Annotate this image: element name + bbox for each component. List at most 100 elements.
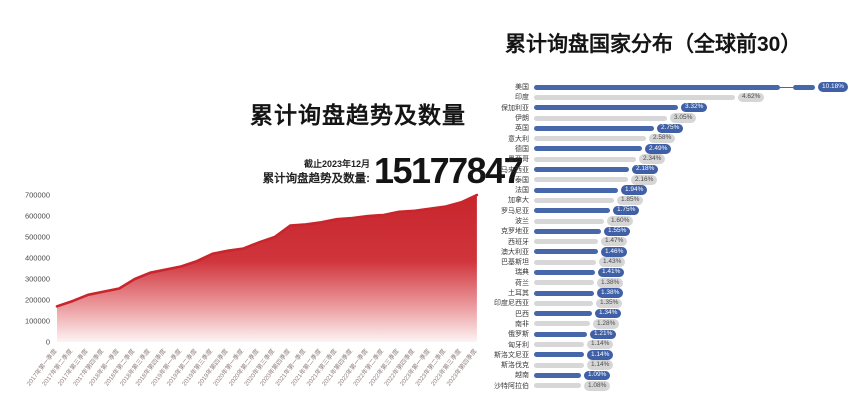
- country-label: 伊朗: [515, 115, 529, 123]
- y-tick-label: 300000: [25, 275, 50, 284]
- percent-badge: 1.21%: [590, 329, 617, 340]
- bar: [534, 300, 593, 306]
- bar: [534, 125, 654, 131]
- bar-segment: [793, 84, 815, 90]
- y-tick-label: 200000: [25, 296, 50, 305]
- country-label: 泰国: [515, 176, 529, 184]
- bar: [534, 352, 584, 358]
- bar-row: 瑞典 1.41%: [477, 267, 852, 278]
- percent-badge: 1.55%: [604, 226, 631, 237]
- country-label: 美国: [515, 84, 529, 92]
- percent-badge: 2.58%: [649, 133, 676, 144]
- country-label: 澳大利亚: [501, 248, 529, 256]
- percent-badge: 1.38%: [597, 288, 624, 298]
- percent-badge: 1.85%: [617, 195, 644, 206]
- percent-badge: 2.49%: [645, 144, 672, 154]
- country-label: 南非: [515, 320, 529, 328]
- bar-row: 克罗地亚 1.55%: [477, 226, 852, 237]
- bar-row: 印度尼西亚 1.35%: [477, 298, 852, 309]
- bar-row: 斯洛文尼亚 1.14%: [477, 350, 852, 360]
- country-label: 俄罗斯: [508, 331, 529, 339]
- bar: [534, 269, 595, 275]
- bar: [534, 187, 618, 193]
- percent-badge: 2.16%: [631, 175, 658, 185]
- bar: [534, 383, 581, 389]
- country-label: 荷兰: [515, 279, 529, 287]
- country-label: 巴西: [515, 310, 529, 318]
- bar: [534, 331, 587, 337]
- percent-badge: 1.47%: [601, 236, 628, 247]
- bar-row: 墨西哥 2.34%: [477, 154, 852, 164]
- bar-row: 波兰 1.60%: [477, 216, 852, 226]
- y-tick-label: 100000: [25, 317, 50, 326]
- country-label: 克罗地亚: [501, 228, 529, 236]
- bar-row: 澳大利亚 1.46%: [477, 247, 852, 257]
- bar-row: 法国 1.94%: [477, 185, 852, 195]
- percent-badge: 1.38%: [597, 278, 624, 288]
- bar: [534, 115, 667, 121]
- country-label: 土耳其: [508, 290, 529, 298]
- country-label: 斯洛文尼亚: [494, 351, 529, 359]
- country-label: 巴基斯坦: [501, 259, 529, 267]
- total-inquiries-value: 15177847: [374, 150, 524, 191]
- bar-row: 荷兰 1.38%: [477, 278, 852, 288]
- country-label: 英国: [515, 125, 529, 133]
- bar-row: 加拿大 1.85%: [477, 195, 852, 206]
- right-chart-title: 累计询盘国家分布（全球前30）: [505, 33, 802, 56]
- percent-badge: 1.46%: [601, 247, 628, 257]
- percent-badge: 2.18%: [632, 164, 659, 175]
- bar: [534, 259, 596, 265]
- percent-badge: 2.75%: [657, 123, 684, 134]
- bar-row: 意大利 2.58%: [477, 133, 852, 144]
- country-label: 马来西亚: [501, 166, 529, 174]
- country-bar-chart: 美国 10.18% 印度 4.62% 保加利亚 3.32% 伊朗 3.05% 英国 2.75% 意大…: [477, 82, 852, 391]
- bar: [534, 94, 735, 100]
- percent-badge: 1.94%: [621, 185, 648, 195]
- bar: [534, 208, 610, 214]
- percent-badge: 1.60%: [607, 216, 634, 226]
- percent-badge: 1.14%: [587, 339, 614, 350]
- bar: [534, 280, 594, 286]
- y-tick-label: 600000: [25, 212, 50, 221]
- bar: [534, 372, 581, 378]
- y-axis-labels: 700000 600000 500000 400000 300000 200000 1000…: [25, 191, 50, 347]
- y-tick-label: 700000: [25, 191, 50, 200]
- bar-row: 美国 10.18%: [477, 82, 852, 92]
- country-label: 德国: [515, 145, 529, 153]
- country-label: 法国: [515, 187, 529, 195]
- percent-badge: 3.05%: [670, 113, 697, 123]
- bar-row: 俄罗斯 1.21%: [477, 329, 852, 340]
- area-line: [55, 193, 479, 308]
- percent-badge: 1.09%: [584, 370, 611, 381]
- bar: [534, 156, 636, 162]
- bar: [534, 362, 584, 368]
- percent-badge: 1.75%: [613, 205, 640, 216]
- bar-row: 印度 4.62%: [477, 92, 852, 103]
- bar-row: 马来西亚 2.18%: [477, 164, 852, 175]
- bar: [534, 146, 642, 152]
- percent-badge: 1.28%: [593, 319, 620, 329]
- percent-badge: 1.34%: [595, 308, 622, 319]
- bar-row: 越南 1.09%: [477, 370, 852, 381]
- percent-badge: 1.41%: [598, 267, 625, 278]
- country-label: 意大利: [508, 135, 529, 143]
- percent-badge: 4.62%: [738, 92, 765, 103]
- bar-row: 保加利亚 3.32%: [477, 102, 852, 113]
- bar: [534, 218, 604, 224]
- country-label: 匈牙利: [508, 341, 529, 349]
- country-label: 越南: [515, 372, 529, 380]
- bar: [534, 311, 592, 317]
- bar: [534, 197, 614, 203]
- total-inquiries-label: 累计询盘趋势及数量:: [262, 173, 370, 185]
- bar-row: 南非 1.28%: [477, 319, 852, 329]
- percent-badge: 1.14%: [587, 350, 614, 360]
- percent-badge: 1.43%: [599, 257, 626, 267]
- bar-row: 罗马尼亚 1.75%: [477, 205, 852, 216]
- bar-row: 巴西 1.34%: [477, 308, 852, 319]
- country-label: 罗马尼亚: [501, 207, 529, 215]
- country-label: 沙特阿拉伯: [494, 382, 529, 390]
- country-label: 波兰: [515, 218, 529, 225]
- bar: [534, 84, 780, 90]
- bar: [534, 167, 629, 173]
- bar-row: 伊朗 3.05%: [477, 113, 852, 123]
